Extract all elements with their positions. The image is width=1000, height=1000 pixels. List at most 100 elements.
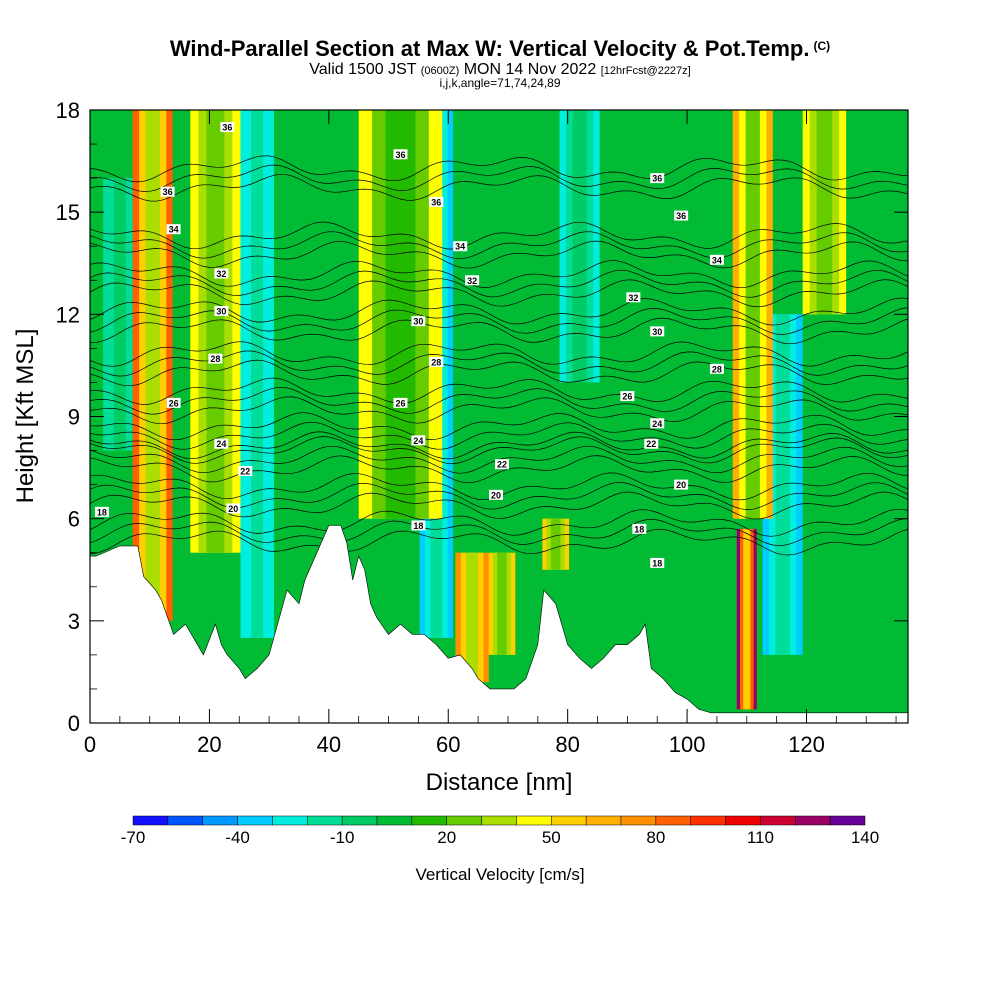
theta-contour-label-bg bbox=[220, 122, 235, 133]
theta-contour-label-text: 36 bbox=[652, 174, 662, 184]
x-tick-label: 0 bbox=[84, 732, 96, 757]
theta-contour-label-bg bbox=[709, 254, 724, 265]
y-tick-label: 6 bbox=[68, 507, 80, 532]
theta-contour-label-text: 34 bbox=[455, 242, 465, 252]
theta-contour-label: 22 bbox=[644, 438, 659, 449]
theta-contour-label: 26 bbox=[166, 397, 181, 408]
colorbar-label: 20 bbox=[437, 828, 456, 847]
theta-contour-label-bg bbox=[644, 438, 659, 449]
theta-contour-label-bg bbox=[626, 292, 641, 303]
theta-contour-label: 36 bbox=[429, 196, 444, 207]
chart-title: Wind-Parallel Section at Max W: Vertical… bbox=[0, 36, 1000, 62]
theta-contour-line bbox=[90, 421, 908, 450]
theta-contour-label-text: 32 bbox=[628, 293, 638, 303]
theta-contour-label-bg bbox=[208, 353, 223, 364]
theta-contour-label-text: 18 bbox=[652, 558, 662, 568]
theta-contour-line bbox=[90, 341, 908, 367]
theta-contour-label-text: 28 bbox=[210, 354, 220, 364]
theta-contour-label: 36 bbox=[674, 210, 689, 221]
theta-contour-line bbox=[90, 350, 908, 377]
theta-contour-label-text: 32 bbox=[216, 269, 226, 279]
theta-contour-label-bg bbox=[411, 520, 426, 531]
theta-contour-label-text: 26 bbox=[622, 392, 632, 402]
colorbar-label: 80 bbox=[646, 828, 665, 847]
colorbar-swatch bbox=[481, 815, 517, 826]
theta-contour-label-text: 34 bbox=[169, 225, 179, 235]
colorbar-swatch bbox=[132, 815, 169, 826]
colorbar-swatch bbox=[202, 815, 238, 826]
theta-contour-label-bg bbox=[650, 418, 665, 429]
theta-contour-label: 36 bbox=[650, 173, 665, 184]
theta-contour-label-text: 26 bbox=[395, 398, 405, 408]
theta-contour-line bbox=[90, 396, 908, 425]
theta-contour-label-text: 24 bbox=[216, 439, 226, 449]
valid-date: MON 14 Nov 2022 bbox=[463, 61, 597, 78]
theta-contour-label: 24 bbox=[411, 435, 426, 446]
downdraft-band bbox=[113, 178, 126, 451]
theta-contours bbox=[90, 155, 908, 556]
colorbar-swatch bbox=[551, 815, 587, 826]
colorbar-swatch bbox=[795, 815, 831, 826]
theta-contour-label-text: 22 bbox=[497, 460, 507, 470]
colorbar-label: -40 bbox=[225, 828, 250, 847]
theta-contour-label-bg bbox=[465, 275, 480, 286]
theta-contour-label-bg bbox=[411, 435, 426, 446]
theta-contour-label: 36 bbox=[220, 122, 235, 133]
y-tick-label: 9 bbox=[68, 405, 80, 430]
theta-contour-label-bg bbox=[709, 363, 724, 374]
theta-contour-label-bg bbox=[393, 397, 408, 408]
theta-contour-label-bg bbox=[494, 459, 509, 470]
theta-contour-label-text: 18 bbox=[413, 521, 423, 531]
theta-contour-label-text: 30 bbox=[216, 306, 226, 316]
theta-contour-label-text: 24 bbox=[413, 436, 423, 446]
theta-contour-label-bg bbox=[393, 149, 408, 160]
theta-contour-labels: 36 36 36 36 36 36 34 34 34 32 32 32 30 30 30 28 28 28 26 26… bbox=[94, 122, 724, 568]
theta-contour-label-bg bbox=[160, 186, 175, 197]
x-tick-label: 120 bbox=[788, 732, 825, 757]
theta-contour-line bbox=[90, 164, 908, 192]
theta-contour-label-text: 24 bbox=[652, 419, 662, 429]
colorbar-swatch bbox=[620, 815, 657, 826]
theta-contour-line bbox=[90, 269, 908, 298]
theta-contour-label-bg bbox=[226, 503, 241, 514]
valid-utc: (0600Z) bbox=[420, 65, 460, 77]
theta-contour-label: 30 bbox=[650, 326, 665, 337]
y-tick-label: 0 bbox=[68, 711, 80, 736]
theta-contour-line bbox=[90, 155, 908, 183]
theta-contour-label: 24 bbox=[650, 418, 665, 429]
theta-contour-label-text: 36 bbox=[222, 123, 232, 133]
updraft-band bbox=[550, 518, 561, 570]
theta-contour-label-text: 20 bbox=[676, 480, 686, 490]
downdraft-band bbox=[251, 110, 264, 638]
theta-contour-line bbox=[90, 260, 908, 289]
theta-contour-label-bg bbox=[650, 557, 665, 568]
colorbar-swatch bbox=[516, 815, 552, 826]
theta-contour-label-bg bbox=[214, 268, 229, 279]
forecast-info: [12hrFcst@2227z] bbox=[600, 65, 691, 77]
theta-contour-label: 32 bbox=[626, 292, 641, 303]
colorbar-label: -10 bbox=[330, 828, 355, 847]
theta-contour-label-bg bbox=[238, 465, 253, 476]
theta-contour-label: 28 bbox=[208, 353, 223, 364]
theta-contour-label: 30 bbox=[214, 305, 229, 316]
colorbar-swatch bbox=[585, 815, 622, 826]
theta-contour-label: 34 bbox=[166, 224, 181, 235]
y-tick-label: 3 bbox=[68, 609, 80, 634]
theta-contour-label-text: 18 bbox=[97, 507, 107, 517]
theta-contour-label-bg bbox=[620, 391, 635, 402]
colorbar-swatch bbox=[690, 815, 726, 826]
colorbar: -70 -40 -10 20 50 80 110 140 bbox=[121, 815, 879, 847]
updraft-band bbox=[816, 110, 833, 315]
theta-contour-line bbox=[90, 173, 908, 202]
updraft-band bbox=[743, 528, 751, 710]
theta-contour-label-bg bbox=[650, 326, 665, 337]
theta-contour-line bbox=[90, 359, 908, 387]
theta-contour-label-text: 18 bbox=[634, 524, 644, 534]
x-tick-label: 40 bbox=[317, 732, 341, 757]
colorbar-label: 110 bbox=[747, 828, 774, 847]
chart-title-text: Wind-Parallel Section at Max W: Vertical… bbox=[169, 36, 810, 61]
theta-contour-label-bg bbox=[214, 438, 229, 449]
theta-contour-line bbox=[90, 518, 908, 546]
theta-contour-label-text: 36 bbox=[431, 197, 441, 207]
theta-contour-label-text: 30 bbox=[413, 317, 423, 327]
